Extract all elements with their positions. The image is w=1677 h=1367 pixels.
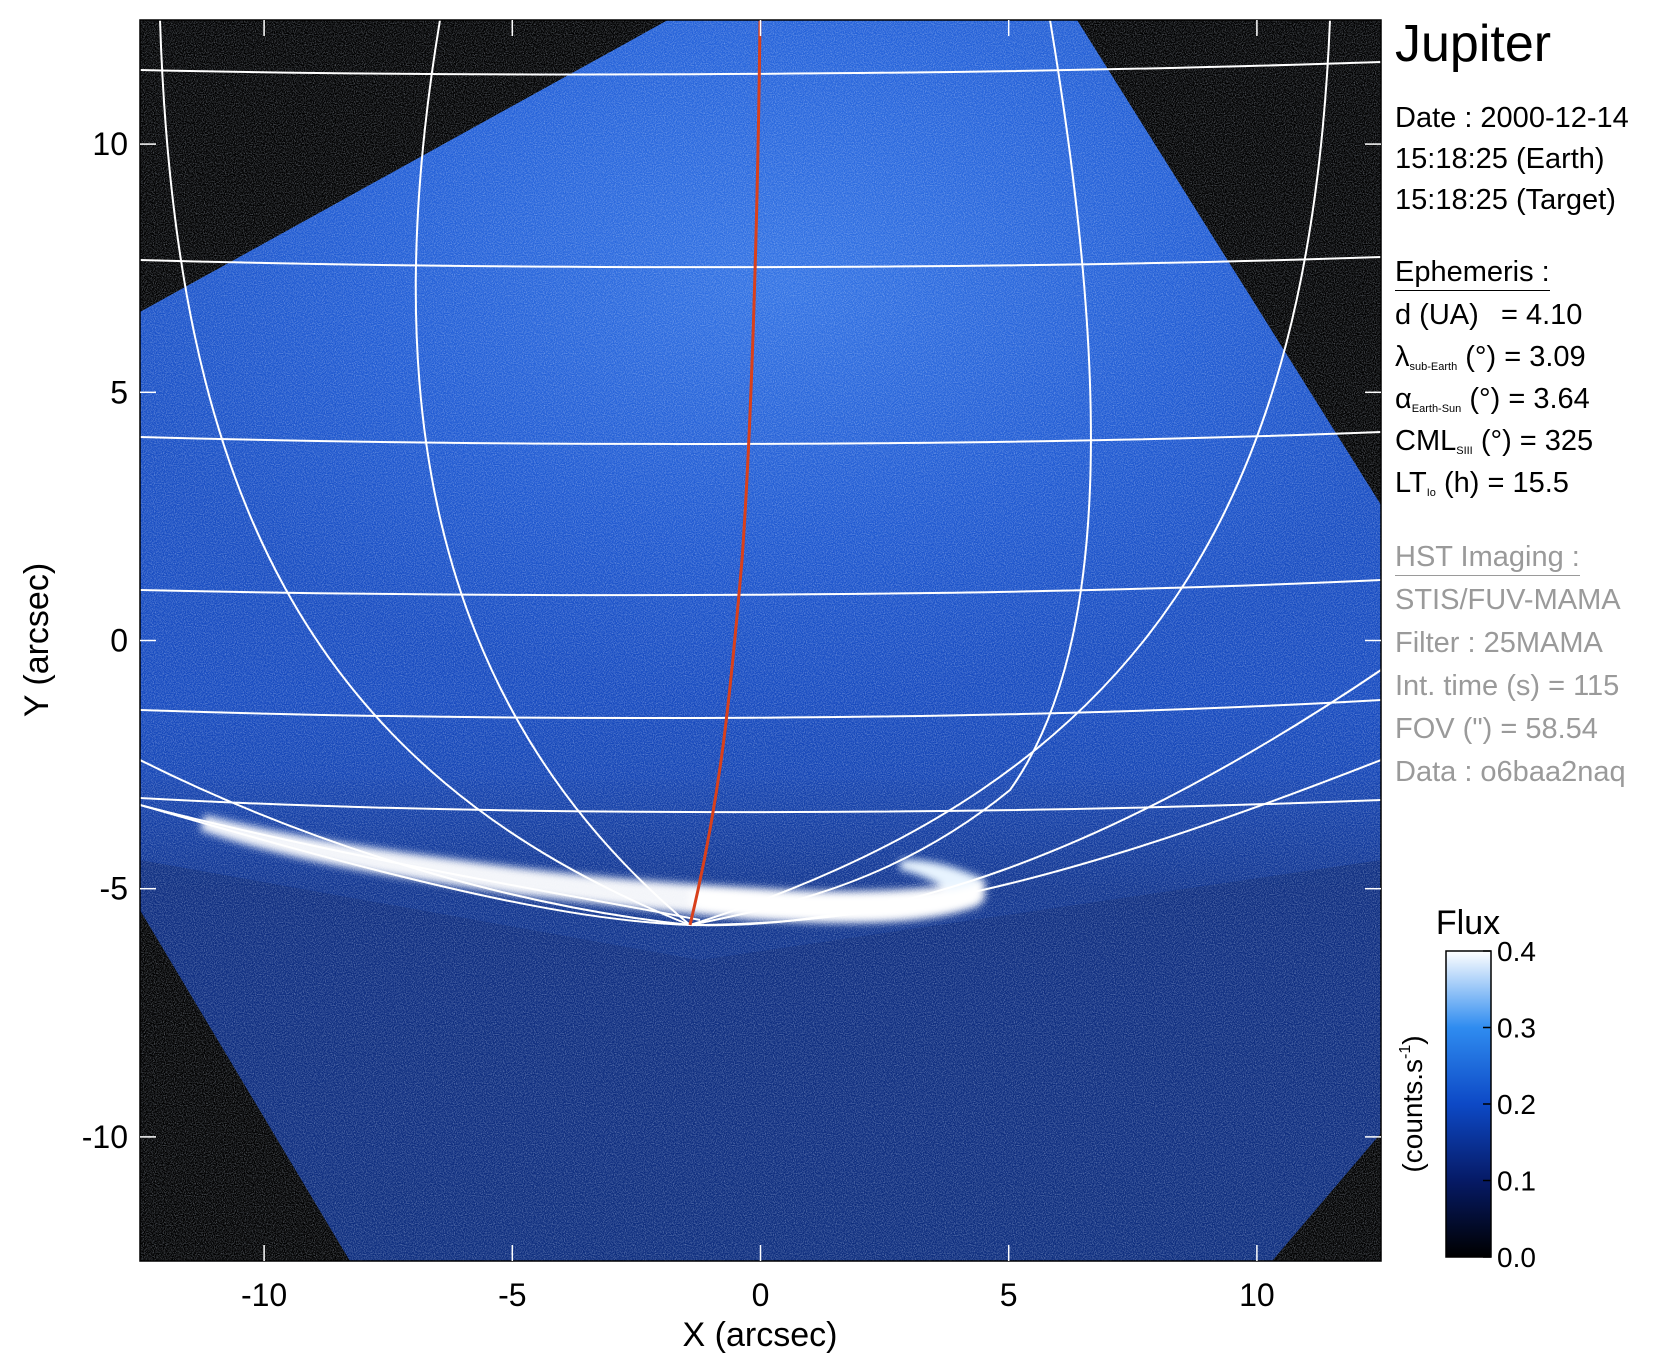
- grid-longitude-line: [689, 20, 1331, 926]
- x-tick-label: -5: [498, 1277, 526, 1313]
- grid-latitude-line: [140, 804, 701, 921]
- y-tick-label: 10: [92, 126, 128, 162]
- y-tick-label: 0: [110, 623, 128, 659]
- colorbar-tick-label: 0.4: [1497, 936, 1536, 967]
- grid-longitude-line: [689, 20, 1092, 926]
- grid-longitude-line: [159, 20, 691, 926]
- observation-time-earth: 15:18:25 (Earth): [1395, 143, 1605, 175]
- x-tick-label: 10: [1239, 1277, 1275, 1313]
- colorbar-tick-label: 0.2: [1497, 1089, 1536, 1120]
- colorbar-title: Flux: [1436, 904, 1500, 942]
- ephemeris-distance-label: d (UA): [1395, 299, 1479, 331]
- hst-integration-time: Int. time (s) = 115: [1395, 670, 1620, 702]
- y-tick-label: 5: [110, 374, 128, 410]
- y-tick-label: -5: [100, 871, 128, 907]
- ephemeris-sub-earth-latitude: λsub-Earth (°) = 3.09: [1395, 341, 1586, 373]
- grid-longitude-line: [414, 20, 691, 926]
- colorbar-tick-label: 0.0: [1497, 1242, 1536, 1273]
- y-axis-label: Y (arcsec): [18, 563, 56, 717]
- grid-latitude-line: [140, 579, 1381, 597]
- x-tick-label: 5: [1000, 1277, 1018, 1313]
- observation-date: Date : 2000-12-14: [1395, 102, 1629, 134]
- colorbar-tick-label: 0.1: [1497, 1166, 1536, 1197]
- grid-latitude-line: [140, 699, 1381, 720]
- observation-time-target: 15:18:25 (Target): [1395, 184, 1616, 216]
- x-axis-label: X (arcsec): [683, 1316, 838, 1354]
- central-meridian-line: [688, 20, 762, 926]
- target-title: Jupiter: [1395, 15, 1552, 73]
- grid-latitude-line: [140, 61, 1381, 76]
- hst-filter: Filter : 25MAMA: [1395, 627, 1603, 659]
- grid-latitude-line: [140, 256, 1381, 269]
- ephemeris-phase-angle: αEarth-Sun (°) = 3.64: [1395, 383, 1590, 415]
- grid-latitude-line: [140, 797, 1381, 814]
- ephemeris-cml: CMLSIII (°) = 325: [1395, 425, 1594, 457]
- ephemeris-header: Ephemeris :: [1395, 256, 1550, 291]
- planet-grid: [140, 20, 1381, 927]
- x-tick-label: -10: [241, 1277, 287, 1313]
- colorbar-unit-label: (counts.s-1): [1397, 1035, 1428, 1172]
- hst-instrument: STIS/FUV-MAMA: [1395, 584, 1621, 616]
- hst-data-id: Data : o6baa2naq: [1395, 756, 1626, 788]
- ephemeris-distance-value: = 4.10: [1501, 299, 1583, 331]
- detector-noise: [140, 20, 1381, 1261]
- x-tick-label: 0: [752, 1277, 770, 1313]
- ephemeris-local-time: LTIo (h) = 15.5: [1395, 467, 1569, 499]
- grid-latitude-line: [140, 431, 1381, 445]
- grid-limb-line: [140, 759, 1381, 927]
- hst-imaging-header: HST Imaging :: [1395, 541, 1580, 576]
- colorbar-tick-label: 0.3: [1497, 1013, 1536, 1044]
- y-tick-label: -10: [82, 1119, 128, 1155]
- hst-field-of-view: FOV (") = 58.54: [1395, 713, 1598, 745]
